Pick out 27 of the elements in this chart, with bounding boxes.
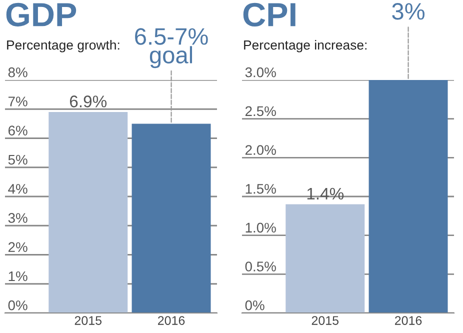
y-tick-label: 2.0% <box>245 145 276 155</box>
x-tick-label: 2015 <box>312 316 339 325</box>
y-tick-label: 1.0% <box>246 222 276 233</box>
y-tick-label: 3.0% <box>245 67 276 78</box>
y-tick-label: 0% <box>245 300 264 310</box>
x-tick-label: 2016 <box>158 316 185 325</box>
y-tick-label: 8% <box>8 67 28 78</box>
chart-subtitle: Percentage increase: <box>244 40 366 52</box>
data-label: 3% <box>392 3 424 20</box>
x-tick-label: 2016 <box>395 316 422 325</box>
y-tick-label: 7% <box>8 96 28 106</box>
y-tick-label: 2.5% <box>245 106 276 116</box>
data-label: 6.9% <box>70 96 107 108</box>
y-tick-label: 6% <box>8 126 28 136</box>
y-tick-label: 1% <box>8 271 28 282</box>
x-tick-label: 2015 <box>74 316 102 325</box>
y-tick-label: 2% <box>8 242 28 252</box>
y-tick-label: 5% <box>8 154 28 165</box>
y-tick-label: 0% <box>8 300 28 310</box>
chart-subtitle: Percentage growth: <box>7 40 120 52</box>
data-label: 6.5-7% goal <box>135 28 208 68</box>
y-tick-label: 0.5% <box>245 262 276 272</box>
y-tick-label: 3% <box>8 213 28 223</box>
chart-title: CPI <box>243 2 296 26</box>
y-tick-label: 4% <box>8 184 28 194</box>
y-tick-label: 1.5% <box>246 184 276 194</box>
chart-title: GDP <box>6 2 76 26</box>
